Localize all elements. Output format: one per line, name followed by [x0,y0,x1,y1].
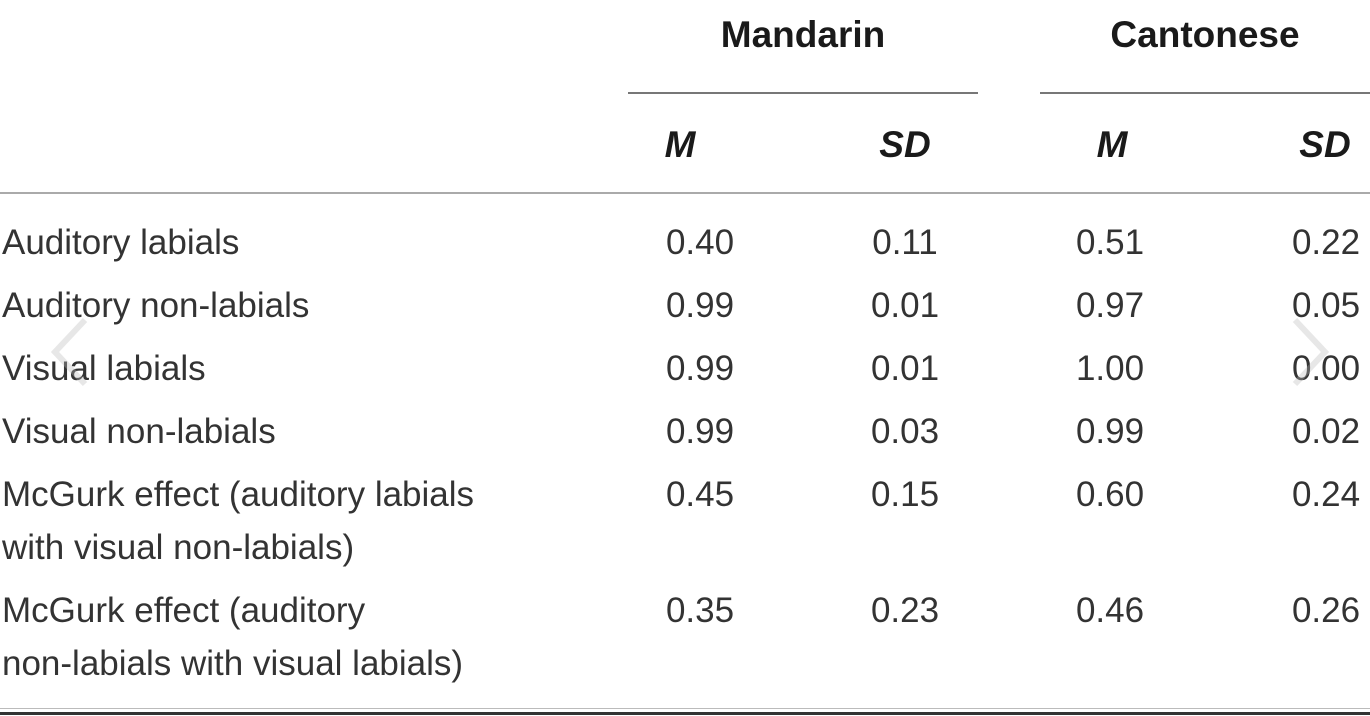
group-rule-cantonese [1040,92,1370,94]
cell-cantonese-sd: 0.00 [1291,349,1361,388]
row-label: McGurk effect (auditory labials [2,475,475,514]
cell-mandarin-sd: 0.03 [870,412,940,451]
cell-mandarin-m: 0.99 [665,349,735,388]
cell-mandarin-m: 0.40 [665,223,735,262]
header-rule [0,192,1370,194]
cell-cantonese-sd: 0.24 [1291,475,1361,514]
cell-mandarin-sd: 0.01 [870,349,940,388]
row-label-continued: with visual non-labials) [2,528,355,567]
cell-cantonese-sd: 0.22 [1291,223,1361,262]
col-header-cantonese-m: M [1096,124,1128,165]
cell-mandarin-m: 0.45 [665,475,735,514]
cell-cantonese-m: 0.99 [1075,412,1145,451]
cell-mandarin-m: 0.99 [665,412,735,451]
group-header-cantonese: Cantonese [1110,14,1300,55]
row-label: Auditory labials [2,223,240,262]
col-header-cantonese-sd: SD [1299,124,1351,165]
cell-cantonese-m: 1.00 [1075,349,1145,388]
cell-cantonese-sd: 0.05 [1291,286,1361,325]
row-label-continued: non-labials with visual labials) [2,644,464,683]
chevron-right-icon[interactable] [1280,312,1340,392]
cell-mandarin-sd: 0.11 [872,223,938,262]
cell-mandarin-sd: 0.23 [870,591,940,630]
cell-mandarin-sd: 0.15 [870,475,940,514]
col-header-mandarin-sd: SD [879,124,931,165]
row-label: Visual labials [2,349,206,388]
chevron-left-icon[interactable] [40,312,100,392]
cell-mandarin-sd: 0.01 [870,286,940,325]
cell-cantonese-sd: 0.02 [1291,412,1361,451]
cell-cantonese-m: 0.51 [1075,223,1145,262]
cell-mandarin-m: 0.99 [665,286,735,325]
bottom-rule [0,712,1370,715]
cell-cantonese-m: 0.46 [1075,591,1145,630]
cell-cantonese-m: 0.97 [1075,286,1145,325]
group-header-mandarin: Mandarin [720,14,886,55]
row-label: McGurk effect (auditory [2,591,366,630]
cell-cantonese-sd: 0.26 [1291,591,1361,630]
cell-mandarin-m: 0.35 [665,591,735,630]
row-label: Visual non-labials [2,412,276,451]
col-header-mandarin-m: M [664,124,696,165]
cell-cantonese-m: 0.60 [1075,475,1145,514]
row-label: Auditory non-labials [2,286,310,325]
group-rule-mandarin [628,92,978,94]
bottom-rule-light [0,708,1370,709]
